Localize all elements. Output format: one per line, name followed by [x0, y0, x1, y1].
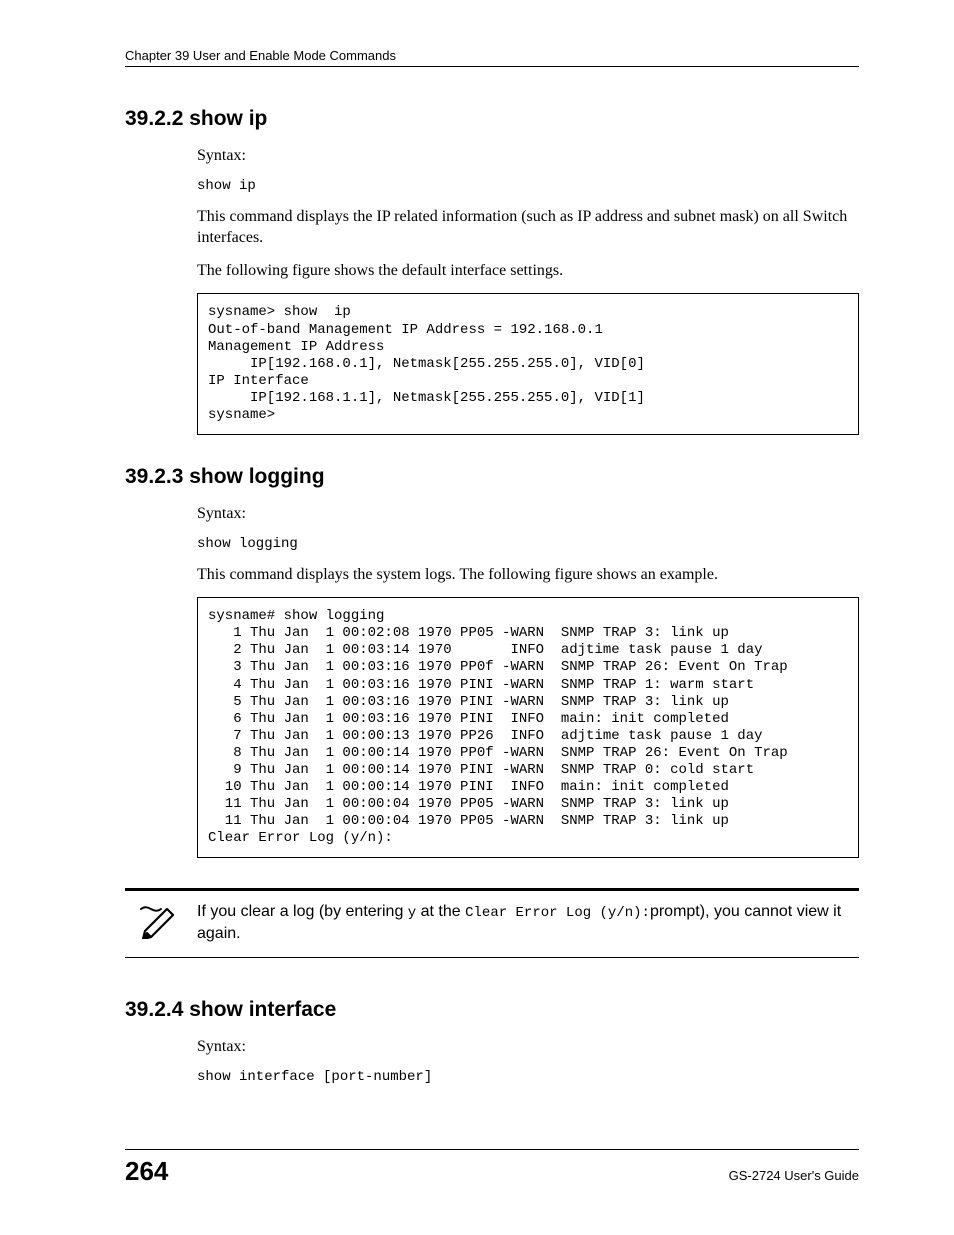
footer-row: 264 GS-2724 User's Guide: [125, 1156, 859, 1187]
note-prompt: Clear Error Log (y/n):: [465, 905, 650, 921]
note-text-pre: If you clear a log (by entering: [197, 903, 408, 920]
section-body-show-ip: Syntax: show ip This command displays th…: [197, 145, 859, 281]
guide-name: GS-2724 User's Guide: [729, 1168, 859, 1183]
note-block: If you clear a log (by entering y at the…: [125, 888, 859, 957]
header-rule: [125, 66, 859, 67]
note-y: y: [408, 905, 416, 921]
syntax-label: Syntax:: [197, 145, 859, 166]
page-footer: 264 GS-2724 User's Guide: [125, 1149, 859, 1187]
syntax-command: show ip: [197, 178, 859, 194]
syntax-command: show interface [port-number]: [197, 1069, 859, 1085]
page-number: 264: [125, 1156, 168, 1187]
para: This command displays the IP related inf…: [197, 206, 859, 248]
para: This command displays the system logs. T…: [197, 564, 859, 585]
note-rule-bottom: [125, 957, 859, 958]
code-block-show-ip: sysname> show ip Out-of-band Management …: [197, 293, 859, 435]
code-block-show-logging: sysname# show logging 1 Thu Jan 1 00:02:…: [197, 597, 859, 858]
footer-rule: [125, 1149, 859, 1150]
note-text-mid: at the: [416, 903, 465, 920]
running-header: Chapter 39 User and Enable Mode Commands: [125, 48, 859, 63]
syntax-command: show logging: [197, 536, 859, 552]
note-pen-icon: [125, 901, 197, 939]
para: The following figure shows the default i…: [197, 260, 859, 281]
page: Chapter 39 User and Enable Mode Commands…: [0, 0, 954, 1235]
syntax-label: Syntax:: [197, 1036, 859, 1057]
section-heading-show-ip: 39.2.2 show ip: [125, 107, 859, 131]
section-body-show-interface: Syntax: show interface [port-number]: [197, 1036, 859, 1085]
note-row: If you clear a log (by entering y at the…: [125, 891, 859, 956]
note-text: If you clear a log (by entering y at the…: [197, 901, 859, 944]
section-heading-show-interface: 39.2.4 show interface: [125, 998, 859, 1022]
section-heading-show-logging: 39.2.3 show logging: [125, 465, 859, 489]
syntax-label: Syntax:: [197, 503, 859, 524]
section-body-show-logging: Syntax: show logging This command displa…: [197, 503, 859, 585]
